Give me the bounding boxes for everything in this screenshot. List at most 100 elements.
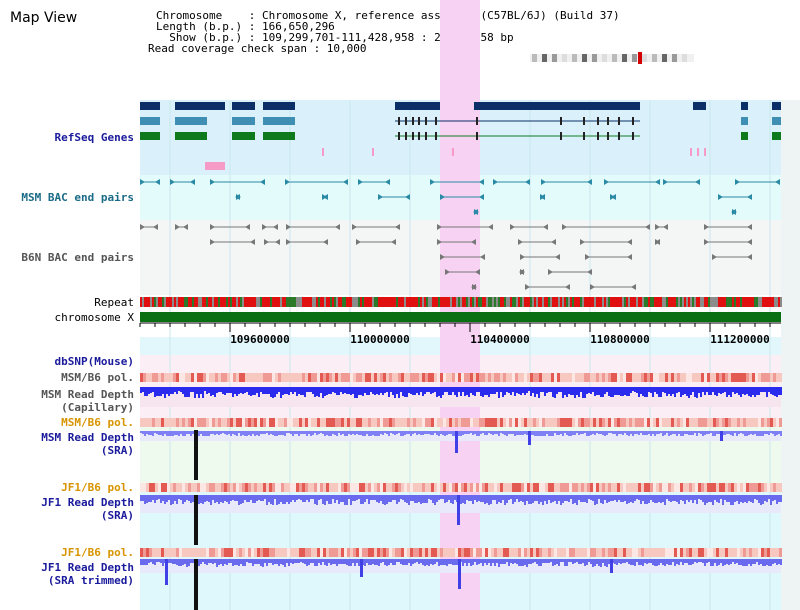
- read-depth-bar: [534, 431, 536, 436]
- polymorphism-bin: [686, 418, 689, 427]
- repeat-segment: [394, 297, 396, 307]
- read-depth-bar: [262, 559, 264, 567]
- b6n-bac-pair-end: [525, 284, 530, 290]
- polymorphism-bin: [275, 418, 278, 427]
- track-label-b6n-bac[interactable]: B6N BAC end pairs: [21, 251, 134, 264]
- track-label-msm-depth-sra[interactable]: MSM Read Depth (SRA): [0, 431, 134, 457]
- repeat-segment: [536, 297, 538, 307]
- polymorphism-bin: [476, 548, 479, 557]
- track-label-chromosome[interactable]: chromosome X: [54, 311, 134, 324]
- read-depth-bar: [176, 387, 178, 394]
- read-depth-bar: [562, 431, 564, 436]
- track-label-msm-depth-capillary[interactable]: MSM Read Depth (Capillary): [0, 388, 134, 414]
- read-depth-bar: [718, 431, 720, 434]
- read-depth-bar: [552, 431, 554, 436]
- msm-bac-pair-end: [479, 194, 484, 200]
- polymorphism-bin: [209, 483, 212, 492]
- read-depth-bar: [660, 559, 662, 563]
- track-label-jf1-b6-pol-2[interactable]: JF1/B6 pol.: [61, 546, 134, 559]
- polymorphism-bin: [380, 418, 383, 427]
- track-label-msm-bac[interactable]: MSM BAC end pairs: [21, 191, 134, 204]
- read-depth-bar: [292, 559, 294, 564]
- read-depth-bar: [544, 559, 546, 563]
- polymorphism-bin: [251, 418, 254, 427]
- repeat-segment: [140, 297, 142, 307]
- read-depth-bar: [714, 495, 716, 500]
- polymorphism-bin: [728, 373, 731, 382]
- polymorphism-bin: [779, 483, 782, 492]
- read-depth-bar: [692, 431, 694, 435]
- read-depth-bar: [276, 495, 278, 505]
- polymorphism-bin: [683, 548, 686, 557]
- track-label-refseq[interactable]: RefSeq Genes: [54, 131, 134, 144]
- polymorphism-bin: [710, 418, 713, 427]
- polymorphism-bin: [530, 483, 533, 492]
- read-depth-bar: [302, 559, 304, 563]
- polymorphism-bin: [476, 373, 479, 382]
- polymorphism-bin: [659, 418, 662, 427]
- repeat-segment: [496, 297, 498, 307]
- read-depth-bar: [670, 495, 672, 502]
- polymorphism-bin: [416, 418, 419, 427]
- polymorphism-bin: [491, 373, 494, 382]
- polymorphism-bin: [551, 548, 554, 557]
- read-depth-bar: [430, 387, 432, 394]
- read-depth-bar: [590, 431, 592, 435]
- polymorphism-bin: [431, 418, 434, 427]
- read-depth-bar: [392, 559, 394, 565]
- read-depth-bar: [732, 495, 734, 505]
- track-label-dbsnp[interactable]: dbSNP(Mouse): [54, 355, 134, 368]
- repeat-segment: [224, 297, 226, 307]
- read-depth-bar: [290, 495, 292, 502]
- track-label-jf1-depth-trimmed[interactable]: JF1 Read Depth (SRA trimmed): [0, 561, 134, 587]
- read-depth-bar: [212, 495, 214, 500]
- read-depth-bar: [568, 495, 570, 502]
- read-depth-bar: [278, 387, 280, 392]
- read-depth-bar: [312, 495, 314, 499]
- read-depth-bar: [198, 495, 200, 504]
- track-label-jf1-b6-pol-1[interactable]: JF1/B6 pol.: [61, 481, 134, 494]
- read-depth-bar: [592, 559, 594, 567]
- read-depth-bar: [210, 431, 212, 434]
- read-depth-bar: [218, 559, 220, 565]
- polymorphism-bin: [299, 483, 302, 492]
- read-depth-bar: [268, 559, 270, 563]
- polymorphism-bin: [488, 418, 491, 427]
- read-depth-bar: [510, 559, 512, 563]
- read-depth-bar: [382, 387, 384, 395]
- b6n-bac-pair-end: [245, 224, 250, 230]
- polymorphism-bin: [767, 418, 770, 427]
- track-label-msm-b6-pol-1[interactable]: MSM/B6 pol.: [61, 371, 134, 384]
- read-depth-bar: [180, 431, 182, 434]
- polymorphism-bin: [659, 548, 662, 557]
- read-depth-bar: [676, 495, 678, 502]
- read-depth-bar: [502, 495, 504, 500]
- polymorphism-bin: [581, 483, 584, 492]
- track-label-msm-b6-pol-2[interactable]: MSM/B6 pol.: [61, 416, 134, 429]
- polymorphism-bin: [539, 483, 542, 492]
- polymorphism-bin: [251, 483, 254, 492]
- read-depth-bar: [358, 559, 360, 566]
- read-depth-bar: [406, 431, 408, 434]
- read-depth-bar: [570, 387, 572, 395]
- read-depth-bar: [186, 559, 188, 567]
- track-label-repeat[interactable]: Repeat: [94, 296, 134, 309]
- polymorphism-bin: [170, 548, 173, 557]
- repeat-segment: [540, 297, 542, 307]
- polymorphism-bin: [230, 483, 233, 492]
- polymorphism-bin: [518, 418, 521, 427]
- repeat-segment: [304, 297, 306, 307]
- repeat-segment: [690, 297, 692, 307]
- polymorphism-bin: [188, 483, 191, 492]
- polymorphism-bin: [377, 418, 380, 427]
- repeat-segment: [638, 297, 640, 307]
- repeat-segment: [732, 297, 734, 307]
- read-depth-bar: [618, 559, 620, 563]
- polymorphism-bin: [233, 548, 236, 557]
- msm-bac-pair-end: [155, 179, 160, 185]
- track-label-jf1-depth-sra[interactable]: JF1 Read Depth (SRA): [0, 496, 134, 522]
- read-depth-bar: [674, 387, 676, 397]
- polymorphism-bin: [539, 373, 542, 382]
- polymorphism-bin: [494, 373, 497, 382]
